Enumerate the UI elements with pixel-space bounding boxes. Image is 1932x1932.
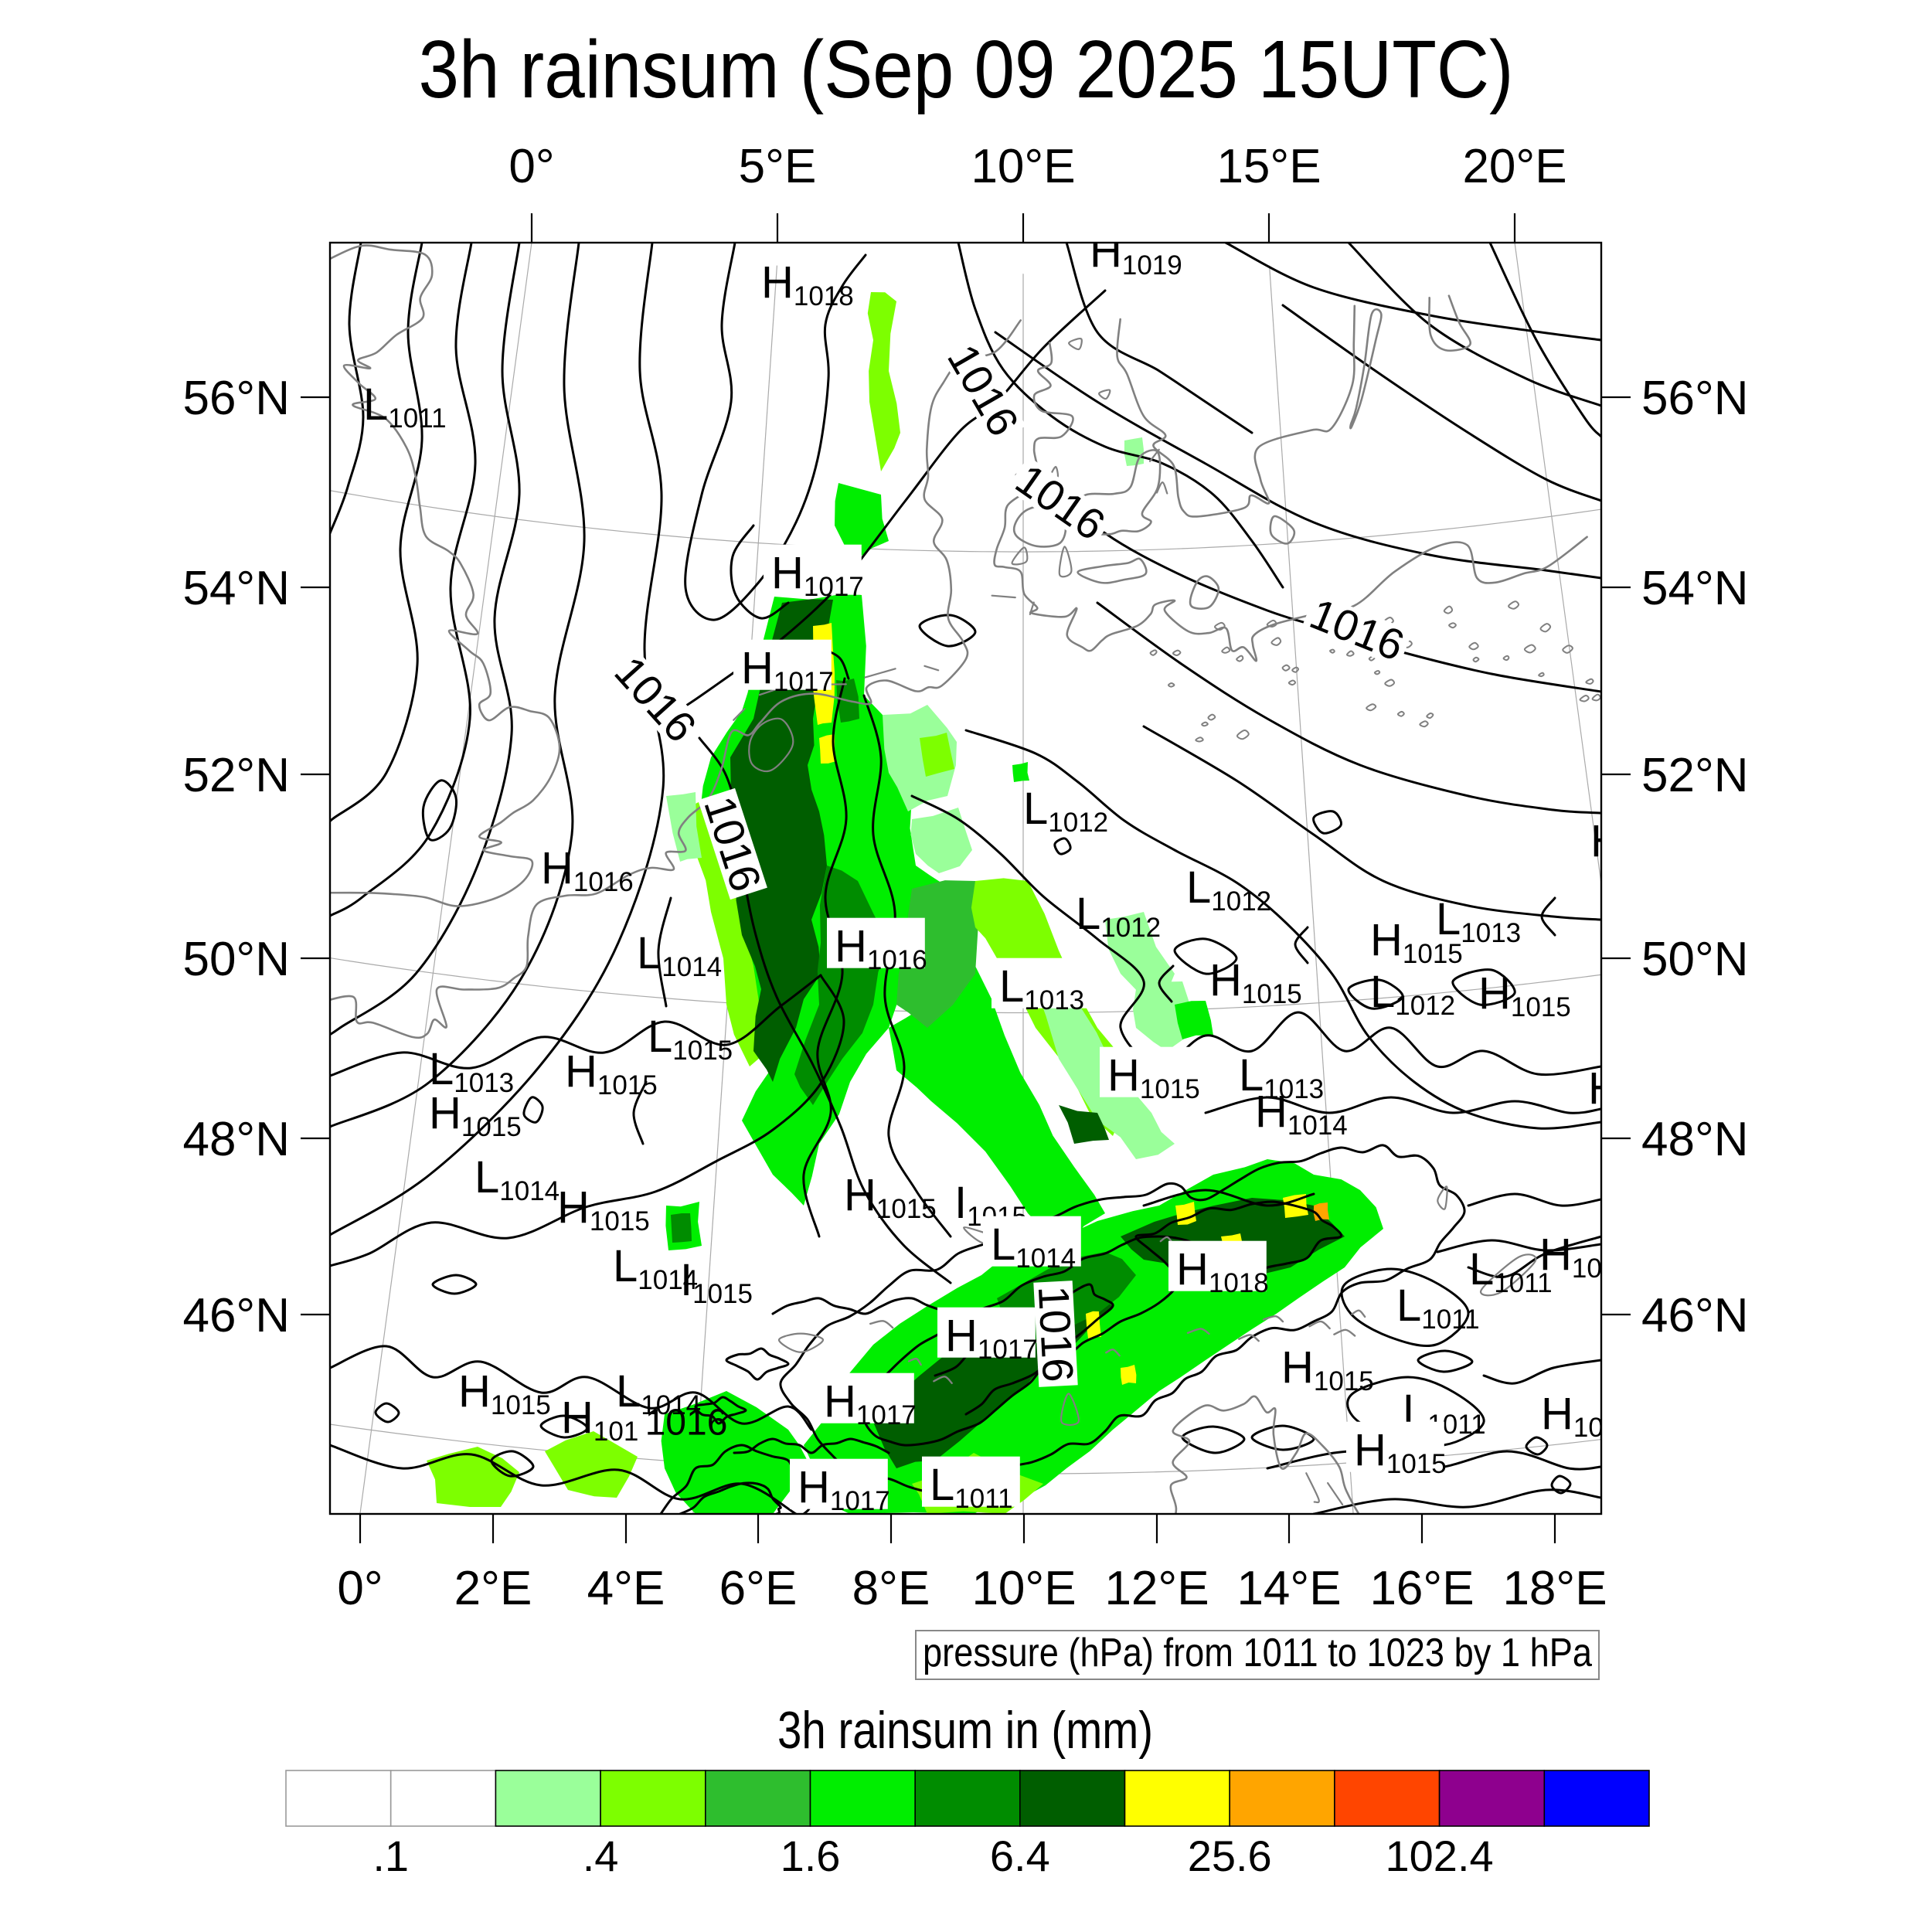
svg-text:12°E: 12°E xyxy=(1104,1562,1209,1615)
svg-text:0°: 0° xyxy=(509,140,554,193)
svg-text:48°N: 48°N xyxy=(1641,1113,1749,1166)
svg-text:48°N: 48°N xyxy=(182,1113,290,1166)
svg-text:46°N: 46°N xyxy=(1641,1289,1749,1342)
svg-text:52°N: 52°N xyxy=(1641,749,1749,802)
svg-text:L1013: L1013 xyxy=(1436,894,1521,948)
svg-text:25.6: 25.6 xyxy=(1188,1832,1272,1880)
svg-text:18°E: 18°E xyxy=(1502,1562,1607,1615)
svg-text:52°N: 52°N xyxy=(182,749,290,802)
svg-text:L1013: L1013 xyxy=(999,961,1084,1015)
svg-text:102.4: 102.4 xyxy=(1386,1832,1494,1880)
svg-text:10°E: 10°E xyxy=(971,140,1075,193)
svg-text:54°N: 54°N xyxy=(182,562,290,615)
svg-text:15°E: 15°E xyxy=(1216,140,1321,193)
svg-text:pressure (hPa) from 1011 to 10: pressure (hPa) from 1011 to 1023 by 1 hP… xyxy=(923,1631,1592,1675)
svg-text:.4: .4 xyxy=(583,1832,619,1880)
svg-text:.1: .1 xyxy=(372,1832,409,1880)
svg-text:16°E: 16°E xyxy=(1369,1562,1474,1615)
svg-text:14°E: 14°E xyxy=(1236,1562,1341,1615)
svg-text:20°E: 20°E xyxy=(1462,140,1566,193)
svg-text:10°E: 10°E xyxy=(971,1562,1076,1615)
svg-text:56°N: 56°N xyxy=(1641,372,1749,425)
svg-text:1016: 1016 xyxy=(645,1402,728,1443)
svg-text:H1013: H1013 xyxy=(1539,1230,1632,1284)
svg-text:8°E: 8°E xyxy=(852,1562,930,1615)
svg-text:54°N: 54°N xyxy=(1641,562,1749,615)
svg-text:6°E: 6°E xyxy=(719,1562,798,1615)
svg-text:1016: 1016 xyxy=(1029,1284,1083,1383)
svg-text:3h rainsum in (mm): 3h rainsum in (mm) xyxy=(777,1701,1153,1760)
svg-text:0°: 0° xyxy=(337,1562,383,1615)
svg-text:1.6: 1.6 xyxy=(781,1832,841,1880)
svg-text:2°E: 2°E xyxy=(454,1562,532,1615)
svg-text:56°N: 56°N xyxy=(182,372,290,425)
svg-text:46°N: 46°N xyxy=(182,1289,290,1342)
svg-text:50°N: 50°N xyxy=(1641,933,1749,986)
svg-text:H1: H1 xyxy=(1590,816,1638,870)
svg-text:3h rainsum (Sep 09 2025 15UTC): 3h rainsum (Sep 09 2025 15UTC) xyxy=(419,24,1514,115)
svg-text:50°N: 50°N xyxy=(182,933,290,986)
svg-text:5°E: 5°E xyxy=(739,140,817,193)
svg-text:6.4: 6.4 xyxy=(990,1832,1050,1880)
svg-text:4°E: 4°E xyxy=(587,1562,665,1615)
svg-text:H10: H10 xyxy=(1588,1063,1651,1117)
